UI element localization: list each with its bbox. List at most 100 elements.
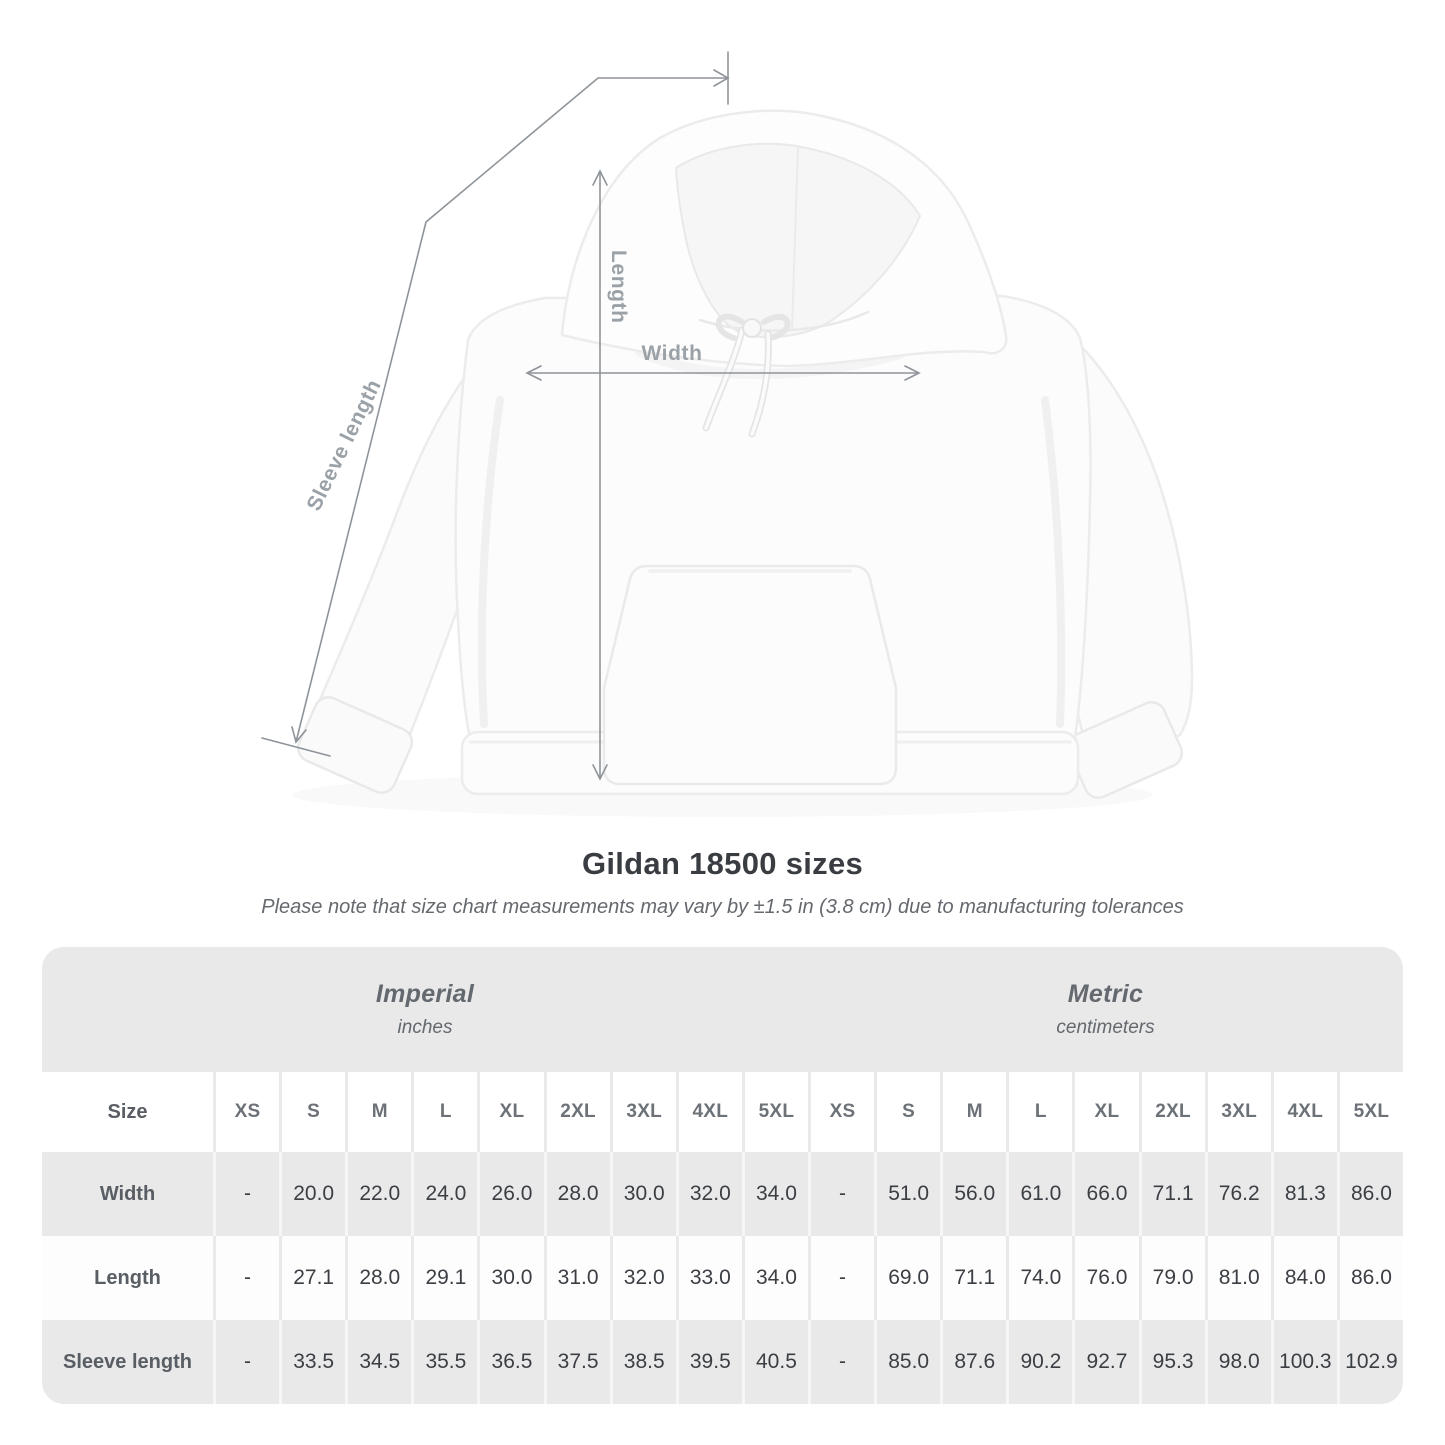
length-metric-m: 71.1: [940, 1236, 1006, 1320]
length-metric-4xl: 84.0: [1270, 1236, 1337, 1320]
length-metric-s: 69.0: [874, 1236, 940, 1320]
size-header-metric-3xl: 3XL: [1204, 1072, 1271, 1152]
length-arrow: [592, 169, 608, 781]
width-imperial-s: 20.0: [279, 1152, 345, 1236]
size-header-imperial-s: S: [279, 1072, 345, 1152]
sleeve-metric-3xl: 98.0: [1204, 1320, 1271, 1404]
metric-group-unit: centimeters: [1056, 1017, 1155, 1038]
width-arrow: [525, 365, 921, 381]
size-header-imperial-xl: XL: [477, 1072, 543, 1152]
width-imperial-xs: -: [213, 1152, 279, 1236]
length-metric-2xl: 79.0: [1138, 1236, 1205, 1320]
width-metric-4xl: 81.3: [1270, 1152, 1337, 1236]
table-row-width: Width - 20.0 22.0 24.0 26.0 28.0 30.0 32…: [42, 1152, 1403, 1236]
size-header-metric-l: L: [1006, 1072, 1072, 1152]
size-header-metric-m: M: [940, 1072, 1006, 1152]
sleeve-imperial-xs: -: [213, 1320, 279, 1404]
width-metric-3xl: 76.2: [1204, 1152, 1271, 1236]
unit-group-row: Imperial inches Metric centimeters: [42, 947, 1403, 1072]
width-imperial-5xl: 34.0: [741, 1152, 808, 1236]
length-imperial-2xl: 31.0: [543, 1236, 610, 1320]
sleeve-imperial-2xl: 37.5: [543, 1320, 610, 1404]
right-fold-shading: [1041, 396, 1066, 728]
width-imperial-2xl: 28.0: [543, 1152, 610, 1236]
table-row-sleeve-length: Sleeve length - 33.5 34.5 35.5 36.5 37.5…: [42, 1320, 1403, 1404]
sleeve-imperial-5xl: 40.5: [741, 1320, 808, 1404]
hood-inner-opening: [675, 142, 921, 339]
sleeve-metric-xl: 92.7: [1072, 1320, 1138, 1404]
width-imperial-3xl: 30.0: [609, 1152, 676, 1236]
sleeve-imperial-m: 34.5: [345, 1320, 411, 1404]
sleeve-imperial-xl: 36.5: [477, 1320, 543, 1404]
width-metric-xl: 66.0: [1072, 1152, 1138, 1236]
width-imperial-m: 22.0: [345, 1152, 411, 1236]
size-header-row: Size XS S M L XL 2XL 3XL 4XL 5XL XS S M …: [42, 1072, 1403, 1152]
size-header-imperial-5xl: 5XL: [741, 1072, 808, 1152]
size-header-imperial-4xl: 4XL: [675, 1072, 742, 1152]
hoodie-pocket: [602, 564, 898, 786]
length-imperial-l: 29.1: [411, 1236, 477, 1320]
length-metric-3xl: 81.0: [1204, 1236, 1271, 1320]
width-label: Width: [641, 342, 702, 365]
sleeve-imperial-s: 33.5: [279, 1320, 345, 1404]
length-imperial-5xl: 34.0: [741, 1236, 808, 1320]
size-column-label: Size: [107, 1100, 148, 1123]
sleeve-metric-m: 87.6: [940, 1320, 1006, 1404]
imperial-group-unit: inches: [397, 1017, 453, 1038]
size-header-metric-s: S: [874, 1072, 940, 1152]
size-header-imperial-xs: XS: [213, 1072, 279, 1152]
width-metric-2xl: 71.1: [1138, 1152, 1205, 1236]
width-metric-xs: -: [808, 1152, 874, 1236]
width-metric-m: 56.0: [940, 1152, 1006, 1236]
width-imperial-l: 24.0: [411, 1152, 477, 1236]
sleeve-length-label: Sleeve length: [302, 376, 385, 515]
row-label-width: Width: [99, 1182, 156, 1205]
metric-group-name: Metric: [1067, 980, 1144, 1008]
hoodie-measurement-diagram: Length Width Sleeve length: [261, 51, 1194, 799]
sleeve-metric-xs: -: [808, 1320, 874, 1404]
sleeve-imperial-3xl: 38.5: [609, 1320, 676, 1404]
length-imperial-s: 27.1: [279, 1236, 345, 1320]
size-header-metric-xs: XS: [808, 1072, 874, 1152]
imperial-group-header: Imperial inches: [42, 947, 808, 1072]
sleeve-length-arrow: [261, 51, 730, 757]
length-imperial-m: 28.0: [345, 1236, 411, 1320]
metric-group-header: Metric centimeters: [808, 947, 1403, 1072]
size-header-metric-4xl: 4XL: [1270, 1072, 1337, 1152]
sleeve-metric-2xl: 95.3: [1138, 1320, 1205, 1404]
sleeve-imperial-l: 35.5: [411, 1320, 477, 1404]
size-header-metric-2xl: 2XL: [1138, 1072, 1205, 1152]
sleeve-imperial-4xl: 39.5: [675, 1320, 742, 1404]
sleeve-metric-4xl: 100.3: [1270, 1320, 1337, 1404]
length-label: Length: [607, 250, 630, 324]
width-metric-s: 51.0: [874, 1152, 940, 1236]
row-label-length: Length: [94, 1266, 161, 1289]
left-fold-shading: [477, 396, 504, 728]
length-imperial-4xl: 33.0: [675, 1236, 742, 1320]
width-metric-5xl: 86.0: [1336, 1152, 1403, 1236]
length-metric-xs: -: [808, 1236, 874, 1320]
length-imperial-xs: -: [213, 1236, 279, 1320]
width-imperial-xl: 26.0: [477, 1152, 543, 1236]
page-subtitle: Please note that size chart measurements…: [261, 896, 1184, 918]
length-metric-5xl: 86.0: [1336, 1236, 1403, 1320]
hood-center-seam: [791, 145, 799, 331]
length-metric-xl: 76.0: [1072, 1236, 1138, 1320]
sleeve-metric-5xl: 102.9: [1336, 1320, 1403, 1404]
sleeve-metric-l: 90.2: [1006, 1320, 1072, 1404]
length-metric-l: 74.0: [1006, 1236, 1072, 1320]
width-imperial-4xl: 32.0: [675, 1152, 742, 1236]
size-header-imperial-3xl: 3XL: [609, 1072, 676, 1152]
hoodie-left-cuff: [296, 696, 414, 794]
hood-shadow: [635, 347, 905, 380]
table-row-length: Length - 27.1 28.0 29.1 30.0 31.0 32.0 3…: [42, 1236, 1403, 1320]
size-header-imperial-2xl: 2XL: [543, 1072, 610, 1152]
hoodie-illustration: [296, 109, 1194, 799]
imperial-group-name: Imperial: [375, 980, 475, 1008]
page-title: Gildan 18500 sizes: [581, 846, 864, 881]
length-imperial-xl: 30.0: [477, 1236, 543, 1320]
hood-drawstrings: [702, 313, 791, 438]
length-imperial-3xl: 32.0: [609, 1236, 676, 1320]
row-label-sleeve-length: Sleeve length: [63, 1350, 192, 1373]
size-header-metric-5xl: 5XL: [1336, 1072, 1403, 1152]
